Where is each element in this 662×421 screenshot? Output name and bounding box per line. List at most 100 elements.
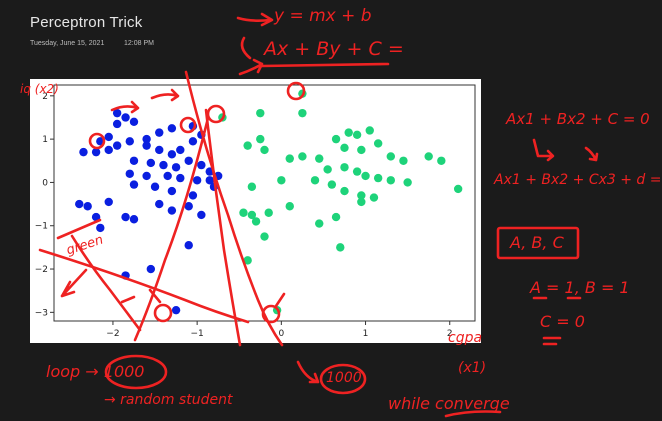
ink-init-ab: A = 1, B = 1: [530, 278, 630, 297]
ink-cgpa: cgpa: [448, 330, 483, 346]
point-s0-19: [197, 130, 206, 139]
point-s0-26: [197, 160, 206, 170]
point-s1-15: [357, 145, 366, 155]
ink-brace: [240, 36, 252, 60]
point-s0-50: [104, 197, 113, 207]
ink-1000: 1000: [326, 370, 362, 386]
page-title: Perceptron Trick: [30, 14, 143, 31]
point-s1-1: [218, 113, 227, 122]
point-s1-33: [369, 193, 379, 202]
ink-random-student: → random student: [104, 392, 233, 408]
ink-arrow-eq-right: [584, 146, 599, 162]
x-tick-label-3: 1: [363, 329, 369, 339]
point-s0-13: [167, 124, 177, 133]
point-s0-8: [91, 147, 101, 157]
page-time: 12:08 PM: [124, 40, 154, 47]
x-tick-label-0: −2: [106, 329, 119, 339]
point-s0-12: [155, 128, 164, 137]
point-s1-41: [260, 232, 269, 241]
point-s1-26: [424, 152, 433, 161]
point-s0-35: [150, 182, 160, 191]
point-s1-22: [361, 171, 370, 181]
point-s0-5: [96, 137, 105, 146]
ink-while-converge: while converge: [388, 394, 510, 413]
point-s1-23: [373, 173, 383, 183]
point-s1-8: [298, 152, 307, 161]
point-s1-43: [331, 212, 341, 222]
point-s1-36: [239, 208, 248, 217]
y-tick-label-1: −2: [35, 265, 48, 275]
point-s1-7: [285, 154, 294, 163]
point-s0-39: [213, 171, 223, 181]
point-s0-54: [171, 305, 181, 315]
point-s0-27: [205, 167, 214, 176]
point-s1-11: [344, 128, 353, 137]
point-s1-35: [247, 182, 257, 191]
point-s0-14: [142, 141, 151, 150]
point-s0-49: [83, 202, 92, 211]
point-s1-32: [357, 191, 366, 200]
point-s1-17: [386, 152, 395, 161]
point-s0-42: [184, 202, 193, 211]
ink-iq-label: iq (x2): [20, 82, 59, 96]
point-s1-30: [327, 180, 337, 189]
point-s0-22: [146, 158, 156, 168]
point-s1-42: [315, 219, 324, 228]
ink-loop: loop → 1000: [46, 362, 145, 381]
point-s0-1: [121, 113, 130, 122]
point-s0-53: [121, 271, 130, 280]
point-s1-28: [453, 184, 463, 194]
point-s0-15: [155, 145, 164, 155]
x-tick-label-2: 0: [278, 329, 284, 339]
point-s1-47: [357, 197, 366, 207]
ink-underline-equation: [260, 62, 390, 68]
point-s0-23: [159, 160, 168, 170]
point-s1-45: [243, 256, 252, 265]
point-s0-36: [167, 186, 177, 196]
y-tick-label-2: −1: [35, 222, 48, 232]
point-s0-51: [184, 241, 193, 250]
point-s1-5: [243, 141, 252, 150]
point-s0-44: [121, 212, 130, 222]
point-s1-34: [277, 176, 286, 185]
point-s1-16: [373, 139, 383, 148]
point-s0-52: [146, 264, 156, 274]
point-s0-17: [176, 145, 185, 155]
point-s1-3: [298, 108, 307, 118]
point-s0-37: [188, 191, 198, 200]
point-s1-20: [340, 163, 349, 172]
point-s0-6: [112, 141, 122, 150]
point-s0-45: [129, 215, 139, 224]
point-s0-24: [171, 163, 181, 172]
point-s0-34: [129, 180, 139, 189]
page-date: Tuesday, June 15, 2021: [30, 40, 105, 47]
point-s1-2: [256, 108, 265, 118]
point-s0-30: [163, 171, 172, 181]
point-s1-40: [285, 202, 294, 211]
point-s1-46: [272, 305, 282, 315]
scatter-plot-panel: −2 −1 0 1 2 −3 −2 −1 0 1 2: [30, 79, 481, 343]
y-tick-label-3: 0: [42, 178, 48, 188]
point-s0-16: [167, 150, 177, 159]
point-s0-31: [176, 173, 185, 183]
point-s1-10: [331, 134, 341, 144]
ink-eq-general: Ax + By + C =: [264, 38, 404, 60]
point-s0-43: [197, 210, 206, 220]
x-tick-label-1: −1: [190, 329, 203, 339]
ink-x1: (x1): [458, 360, 487, 376]
point-s1-14: [340, 143, 349, 152]
point-s0-40: [155, 199, 164, 209]
point-s0-7: [104, 145, 113, 155]
point-s0-25: [184, 156, 193, 165]
point-s1-12: [352, 130, 362, 139]
point-s0-10: [125, 137, 134, 146]
point-s0-38: [209, 182, 219, 191]
point-s1-0: [298, 89, 307, 98]
y-tick-label-5: 2: [42, 92, 48, 102]
ink-eq-3d: Ax1 + Bx2 + Cx3 + d = 0: [494, 172, 662, 188]
y-tick-label-0: −3: [35, 308, 48, 318]
point-s1-31: [340, 186, 349, 196]
point-s0-28: [125, 169, 134, 178]
point-s1-27: [437, 156, 446, 165]
y-tick-label-4: 1: [42, 135, 48, 145]
